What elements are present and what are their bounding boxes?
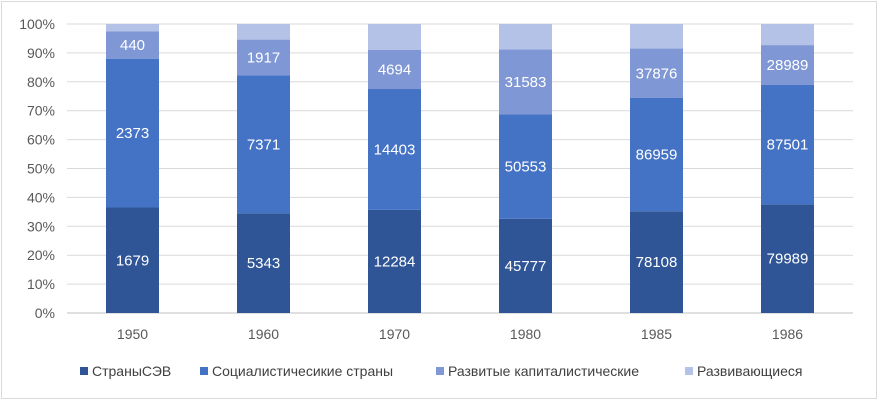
bar-segment [630,97,683,212]
y-tick-label: 90% [27,45,55,61]
legend-swatch [80,367,88,375]
y-tick-label: 80% [27,74,55,90]
data-label: 28989 [767,57,809,74]
data-label: 2373 [116,125,149,142]
y-tick-label: 100% [19,16,55,32]
bar-segment [761,204,814,313]
bar-segment [499,218,552,313]
bar-segment [106,207,159,313]
y-tick-label: 0% [35,305,55,321]
y-tick-label: 70% [27,103,55,119]
x-tick-label: 1970 [379,326,410,342]
data-label: 440 [120,37,145,54]
bar-segment [499,114,552,219]
bars: 1679 2373 440 5343 7371 1917 12284 14403 4694 457… [106,24,814,313]
bar-segment [106,24,159,32]
legend-swatch [436,367,444,375]
data-label: 78108 [636,254,678,271]
bar-segment [368,24,421,50]
bar-segment [237,39,290,76]
bar-segment [761,24,814,46]
y-axis: 0% 10% 20% 30% 40% 50% 60% 70% 80% 90% 100% [19,16,55,321]
bar-segment [761,84,814,205]
bar-segment [237,75,290,214]
legend-label: СтраныСЭВ [92,363,171,379]
x-tick-label: 1960 [248,326,279,342]
bar-segment [499,49,552,115]
data-label: 1917 [247,50,280,67]
bar-segment [630,211,683,313]
data-label: 79989 [767,251,809,268]
bar-segment [368,49,421,90]
y-tick-label: 30% [27,218,55,234]
data-label: 14403 [374,141,416,158]
gridlines [67,23,853,314]
data-label: 5343 [247,255,280,272]
y-tick-label: 40% [27,189,55,205]
data-label: 4694 [378,61,411,78]
data-label: 86959 [636,147,678,164]
data-label: 45777 [505,258,547,275]
y-tick-label: 20% [27,247,55,263]
legend-label: Социалистичесикие страны [212,363,393,379]
x-tick-label: 1986 [772,326,803,342]
bar-segment [106,31,159,59]
bar-segment [368,209,421,313]
data-label: 7371 [247,136,280,153]
legend-swatch [200,367,208,375]
x-tick-label: 1950 [117,326,148,342]
data-label: 1679 [116,252,149,269]
data-label: 37876 [636,65,678,82]
x-axis: 1950 1960 1970 1980 1985 1986 [117,326,803,342]
y-tick-label: 60% [27,132,55,148]
data-label: 87501 [767,137,809,154]
x-tick-label: 1985 [641,326,672,342]
bar-segment [237,24,290,40]
x-tick-label: 1980 [510,326,541,342]
bar-segment [237,213,290,313]
y-tick-label: 10% [27,276,55,292]
bar-segment [630,24,683,49]
data-label: 31583 [505,74,547,91]
legend-swatch [685,367,693,375]
bar-segment [368,89,421,210]
bar-segment [499,24,552,50]
legend-label: Развитые капиталистические [448,363,639,379]
legend: СтраныСЭВ Социалистичесикие страны Развиты… [80,363,802,379]
data-label: 12284 [374,253,416,270]
data-label: 50553 [505,159,547,176]
bar-segment [761,45,814,85]
y-tick-label: 50% [27,161,55,177]
bar-segment [630,48,683,98]
legend-label: Развивающиеся [697,363,802,379]
bar-segment [106,58,159,208]
